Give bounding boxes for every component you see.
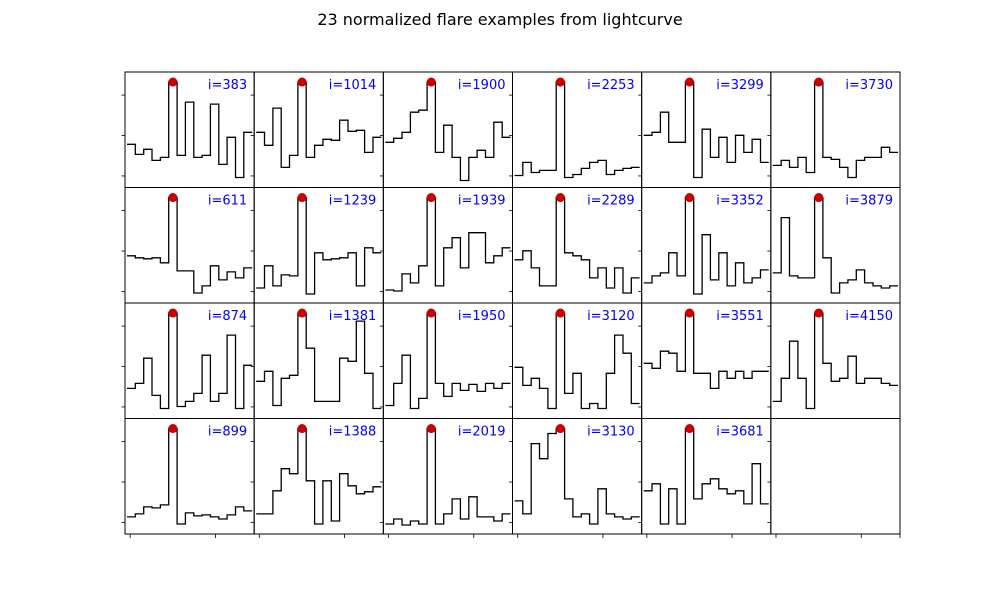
- panel-label: i=1239: [329, 194, 377, 209]
- panel-label: i=611: [208, 194, 247, 209]
- panel-label: i=3681: [716, 425, 764, 440]
- flux-step-line: [127, 312, 253, 410]
- flux-step-line: [256, 81, 382, 169]
- flare-panel: i=1014: [250, 71, 384, 188]
- peak-marker: [555, 193, 565, 203]
- flare-panel: i=3352: [638, 187, 772, 304]
- flux-step-line: [514, 81, 640, 179]
- peak-marker: [685, 77, 695, 87]
- flux-step-line: [127, 196, 253, 294]
- peak-marker: [168, 77, 178, 87]
- peak-marker: [297, 193, 307, 203]
- panel-label: i=383: [208, 78, 247, 93]
- panel-label: i=3352: [716, 194, 764, 209]
- flux-step-line: [127, 81, 253, 179]
- flux-step-line: [385, 427, 511, 526]
- peak-marker: [814, 77, 824, 87]
- panel-label: i=3130: [587, 425, 635, 440]
- flux-step-line: [514, 427, 640, 525]
- flare-panel: i=1239: [250, 187, 384, 304]
- figure-title: 23 normalized flare examples from lightc…: [317, 10, 683, 29]
- flare-panel: i=3681: [638, 418, 772, 535]
- flare-panel: i=2253: [509, 71, 643, 188]
- flux-step-line: [256, 427, 382, 525]
- flux-step-line: [643, 81, 769, 179]
- panel-label: i=1388: [329, 425, 377, 440]
- panel-label: i=1900: [458, 78, 506, 93]
- flare-panel: i=3551: [638, 302, 772, 419]
- peak-marker: [555, 424, 565, 434]
- flux-step-line: [256, 196, 382, 295]
- flare-panel: i=1939: [379, 187, 514, 304]
- panel-label: i=3299: [716, 78, 764, 93]
- peak-marker: [297, 308, 307, 318]
- panel-label: i=2253: [587, 78, 635, 93]
- peak-marker: [168, 424, 178, 434]
- peak-marker: [297, 424, 307, 434]
- peak-marker: [168, 193, 178, 203]
- peak-marker: [814, 193, 824, 203]
- panel-label: i=3730: [845, 78, 893, 93]
- flux-step-line: [772, 312, 898, 410]
- peak-marker: [297, 77, 307, 87]
- peak-marker: [814, 308, 824, 318]
- panel-label: i=2289: [587, 194, 635, 209]
- peak-marker: [685, 308, 695, 318]
- flare-panel: i=3120: [509, 302, 643, 419]
- panel-label: i=3879: [845, 194, 893, 209]
- panel-label: i=899: [208, 425, 247, 440]
- panel-label: i=2019: [458, 425, 506, 440]
- flare-panel: i=899: [121, 418, 255, 535]
- flux-step-line: [643, 196, 769, 295]
- flare-panel: i=3879: [767, 187, 901, 304]
- flux-step-line: [772, 196, 898, 294]
- flux-step-line: [514, 312, 640, 410]
- panel-frame: [770, 418, 901, 535]
- flux-step-line: [643, 427, 769, 525]
- flare-panel: i=611: [121, 187, 255, 304]
- flux-step-line: [127, 427, 253, 525]
- flux-step-line: [385, 81, 511, 182]
- panel-label: i=1950: [458, 309, 506, 324]
- flare-panel: i=874: [121, 302, 255, 419]
- flare-panel: i=1381: [250, 302, 384, 419]
- flare-panel: i=2019: [379, 418, 514, 535]
- flare-panel: i=1900: [379, 71, 514, 188]
- peak-marker: [685, 193, 695, 203]
- flux-step-line: [772, 81, 898, 179]
- panel-label: i=1939: [458, 194, 506, 209]
- panel-label: i=3551: [716, 309, 764, 324]
- flux-step-line: [256, 312, 382, 410]
- flare-panel: i=3730: [767, 71, 901, 188]
- panel-label: i=874: [208, 309, 247, 324]
- flare-panel: [767, 418, 901, 535]
- peak-marker: [426, 77, 436, 87]
- flux-step-line: [385, 312, 511, 410]
- peak-marker: [555, 77, 565, 87]
- peak-marker: [685, 424, 695, 434]
- peak-marker: [426, 308, 436, 318]
- flux-step-line: [514, 196, 640, 294]
- panel-label: i=3120: [587, 309, 635, 324]
- peak-marker: [426, 193, 436, 203]
- peak-marker: [555, 308, 565, 318]
- flare-panel: i=3299: [638, 71, 772, 188]
- panel-label: i=4150: [845, 309, 893, 324]
- flare-panel: i=2289: [509, 187, 643, 304]
- peak-marker: [168, 308, 178, 318]
- flux-step-line: [643, 312, 769, 390]
- panel-label: i=1014: [329, 78, 377, 93]
- flare-panel: i=1388: [250, 418, 384, 535]
- peak-marker: [426, 424, 436, 434]
- panel-label: i=1381: [329, 309, 377, 324]
- flare-panel: i=3130: [509, 418, 643, 535]
- flare-panel: i=383: [121, 71, 255, 188]
- flare-panel: i=1950: [379, 302, 514, 419]
- flux-step-line: [385, 196, 511, 292]
- flare-panel: i=4150: [767, 302, 901, 419]
